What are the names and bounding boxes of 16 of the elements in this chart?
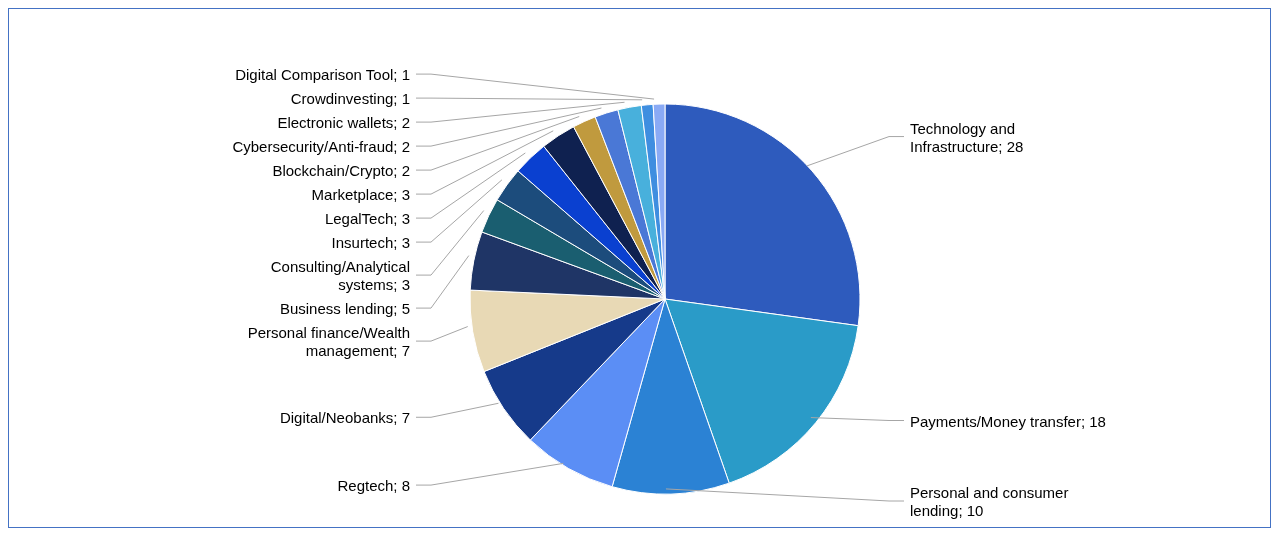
slice-label: Business lending; 5 — [279, 299, 410, 317]
slice-label: Blockchain/Crypto; 2 — [272, 161, 410, 179]
slice-label: Marketplace; 3 — [311, 185, 410, 203]
slice-label: Technology and Infrastructure; 28 — [910, 119, 1024, 155]
slice-label: Insurtech; 3 — [331, 233, 410, 251]
slice-label: Personal finance/Wealth management; 7 — [247, 323, 410, 359]
slice-label: LegalTech; 3 — [324, 209, 410, 227]
slice-label: Cybersecurity/Anti-fraud; 2 — [232, 137, 410, 155]
slice-label: Personal and consumer lending; 10 — [910, 483, 1069, 519]
slice-label: Digital Comparison Tool; 1 — [235, 65, 410, 83]
slice-label: Crowdinvesting; 1 — [290, 89, 410, 107]
slice-label: Regtech; 8 — [337, 476, 410, 494]
slice-label: Payments/Money transfer; 18 — [910, 412, 1106, 430]
slice-label: Electronic wallets; 2 — [277, 113, 410, 131]
slice-label: Consulting/Analytical systems; 3 — [270, 257, 410, 293]
slice-label: Digital/Neobanks; 7 — [279, 408, 410, 426]
